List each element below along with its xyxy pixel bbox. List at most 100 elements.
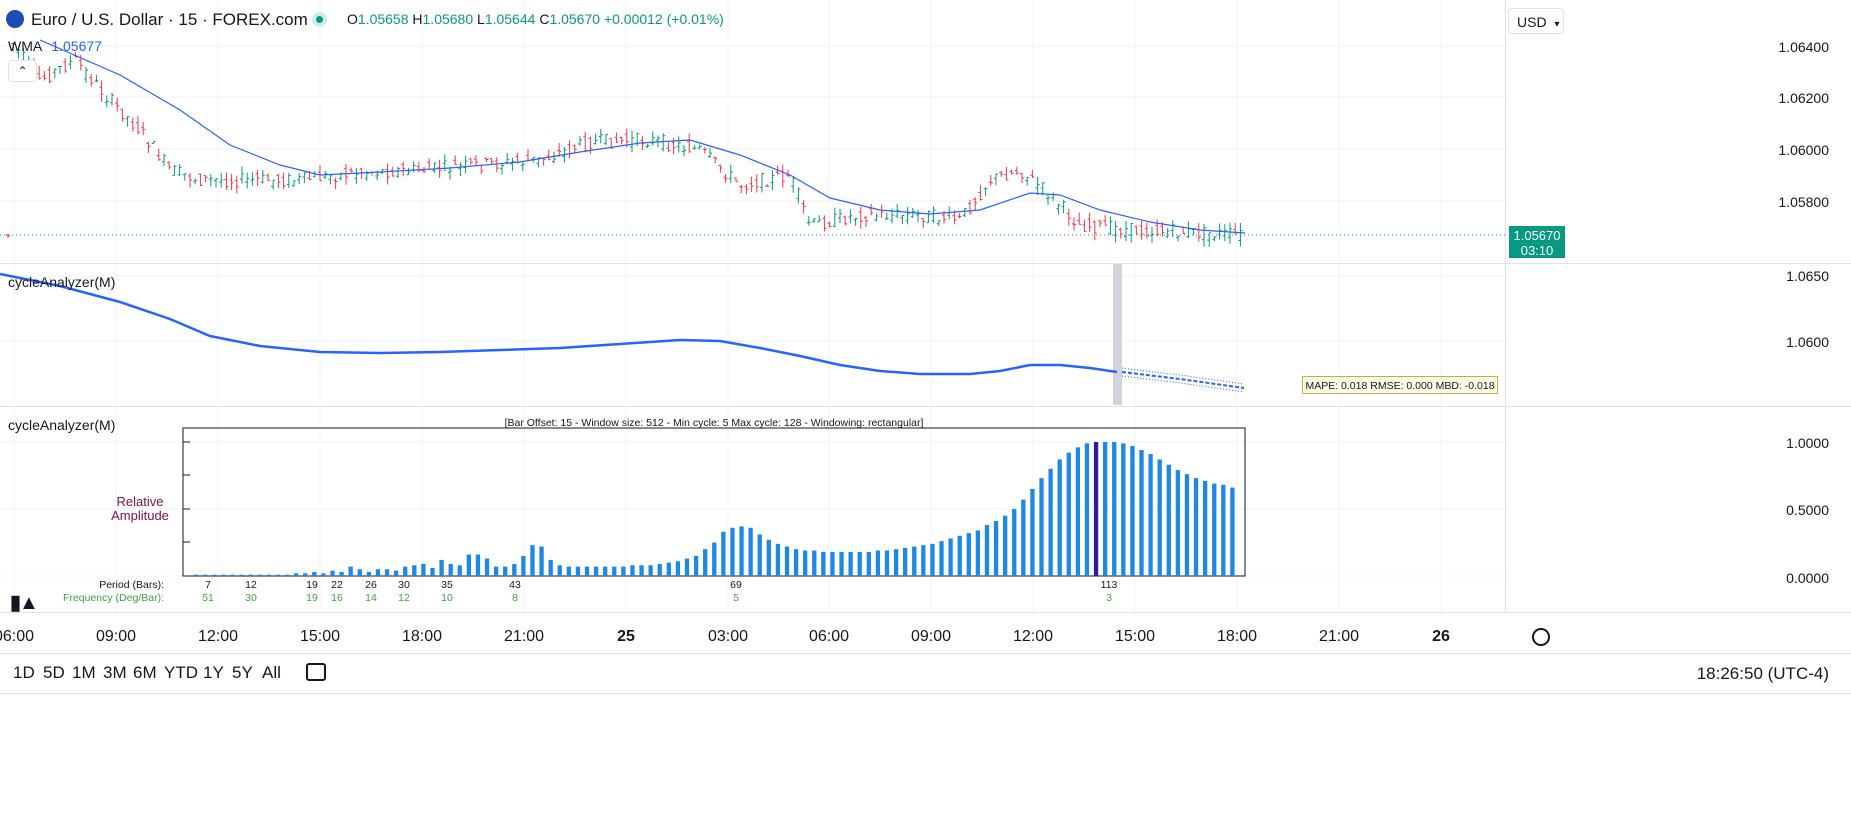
- amplitude-spectrum-chart[interactable]: [0, 407, 1780, 612]
- amplitude-bar: [1075, 447, 1081, 576]
- amplitude-bar: [1048, 468, 1053, 576]
- time-axis-label: 06:00: [808, 628, 850, 645]
- main-price-chart[interactable]: [0, 0, 1780, 262]
- amplitude-bar: [875, 550, 881, 576]
- open-value: 1.05658: [357, 11, 409, 27]
- symbol-title[interactable]: Euro / U.S. Dollar · 15 · FOREX.com: [31, 10, 308, 29]
- pane3-axis-label: 0.0000: [1786, 570, 1829, 586]
- amplitude-bar: [212, 574, 217, 576]
- amplitude-bar: [939, 541, 944, 576]
- amplitude-bar: [1030, 488, 1035, 576]
- period-value: 30: [398, 579, 410, 591]
- amplitude-bar: [757, 534, 762, 576]
- cycle-forecast-chart[interactable]: [0, 264, 1780, 405]
- time-axis-label: 25: [617, 628, 635, 645]
- amplitude-bar: [1230, 487, 1235, 576]
- amplitude-bar: [1112, 442, 1117, 576]
- time-axis-label: 15:00: [299, 628, 341, 645]
- pane2-axis-label: 1.0650: [1786, 268, 1829, 284]
- amplitude-bar: [303, 573, 308, 576]
- amplitude-bar: [493, 566, 499, 576]
- frequency-value: 30: [245, 592, 257, 604]
- collapse-legend-button[interactable]: ⌃: [8, 60, 37, 82]
- amplitude-bar: [475, 554, 481, 576]
- period-value: 22: [331, 579, 343, 591]
- amplitude-bar: [1157, 459, 1162, 576]
- last-price-badge: 1.05670 03:10: [1509, 226, 1565, 258]
- amplitude-bar: [1021, 499, 1026, 576]
- amplitude-bar: [239, 574, 244, 576]
- market-status-icon: [312, 12, 327, 27]
- range-button-1d[interactable]: 1D: [13, 663, 35, 682]
- amplitude-bar: [1166, 464, 1171, 576]
- amplitude-bar: [393, 570, 399, 576]
- amplitude-bar: [839, 551, 844, 576]
- pane3-axis-label: 1.0000: [1786, 435, 1829, 451]
- range-button-5y[interactable]: 5Y: [232, 663, 253, 682]
- amplitude-bar: [966, 533, 971, 576]
- symbol-logo-icon: [6, 10, 24, 28]
- amplitude-bar: [1066, 452, 1071, 576]
- settings-gear-icon[interactable]: [1532, 628, 1550, 646]
- range-button-6m[interactable]: 6M: [133, 663, 157, 682]
- chevron-up-icon: ⌃: [17, 64, 28, 78]
- low-value: 1.05644: [484, 11, 536, 27]
- amplitude-bar: [539, 546, 544, 576]
- range-button-ytd[interactable]: YTD: [164, 663, 198, 682]
- amplitude-bar: [484, 558, 490, 576]
- tradingview-logo[interactable]: ▮▲: [10, 590, 39, 615]
- pane3-title[interactable]: cycleAnalyzer(M): [8, 417, 116, 433]
- amplitude-bar: [612, 566, 617, 576]
- range-button-5d[interactable]: 5D: [43, 663, 65, 682]
- period-value: 7: [205, 579, 211, 591]
- amplitude-bar: [739, 526, 744, 576]
- high-key: H: [412, 11, 423, 27]
- frequency-label: Frequency (Deg/Bar):: [63, 592, 164, 604]
- amplitude-bar: [203, 574, 208, 576]
- amplitude-bar: [457, 565, 462, 576]
- amplitude-bar: [857, 551, 862, 576]
- amplitude-bar: [448, 563, 453, 576]
- amplitude-bar: [557, 565, 562, 576]
- currency-select[interactable]: USD ▾: [1508, 8, 1564, 34]
- amplitude-bar: [430, 567, 435, 576]
- open-key: O: [347, 11, 358, 27]
- amplitude-bar: [730, 527, 735, 576]
- amplitude-bar: [775, 543, 781, 576]
- amplitude-bar: [584, 566, 590, 576]
- amplitude-bar: [684, 558, 690, 576]
- wma-legend[interactable]: WMA 1.05677: [8, 38, 102, 54]
- amplitude-bar: [766, 539, 771, 576]
- clock-timezone[interactable]: 18:26:50 (UTC-4): [1696, 664, 1829, 683]
- ylabel-line1: Relative: [116, 494, 164, 509]
- amplitude-bar: [512, 563, 517, 576]
- calendar-goto-icon[interactable]: [306, 663, 326, 681]
- amplitude-bar: [194, 574, 199, 576]
- amplitude-bar: [266, 574, 272, 576]
- range-button-3m[interactable]: 3M: [103, 663, 127, 682]
- range-button-all[interactable]: All: [262, 663, 281, 682]
- tv-logo-icon: ▮▲: [10, 592, 39, 614]
- amplitude-bar: [812, 550, 817, 576]
- pane2-title[interactable]: cycleAnalyzer(M): [8, 274, 116, 290]
- range-button-1y[interactable]: 1Y: [203, 663, 224, 682]
- amplitude-bar: [1103, 442, 1108, 576]
- amplitude-bar: [575, 566, 581, 576]
- frequency-value: 5: [733, 592, 739, 604]
- amplitude-bar: [339, 571, 344, 576]
- amplitude-bar: [593, 566, 599, 576]
- amplitude-bar: [1003, 515, 1008, 576]
- amplitude-bar: [957, 535, 962, 576]
- amplitude-bar: [948, 538, 953, 576]
- price-axis-label: 1.05800: [1778, 194, 1829, 210]
- amplitude-bar: [1121, 443, 1126, 576]
- wma-line: [39, 39, 1246, 234]
- amplitude-bar: [548, 559, 553, 576]
- close-value: 1.05670: [549, 11, 601, 27]
- range-button-1m[interactable]: 1M: [72, 663, 96, 682]
- time-axis-label: 12:00: [1012, 628, 1054, 645]
- amplitude-bar: [648, 565, 653, 576]
- amplitude-bar: [630, 565, 635, 576]
- amplitude-bar: [1202, 480, 1208, 576]
- amplitude-bar: [421, 563, 426, 576]
